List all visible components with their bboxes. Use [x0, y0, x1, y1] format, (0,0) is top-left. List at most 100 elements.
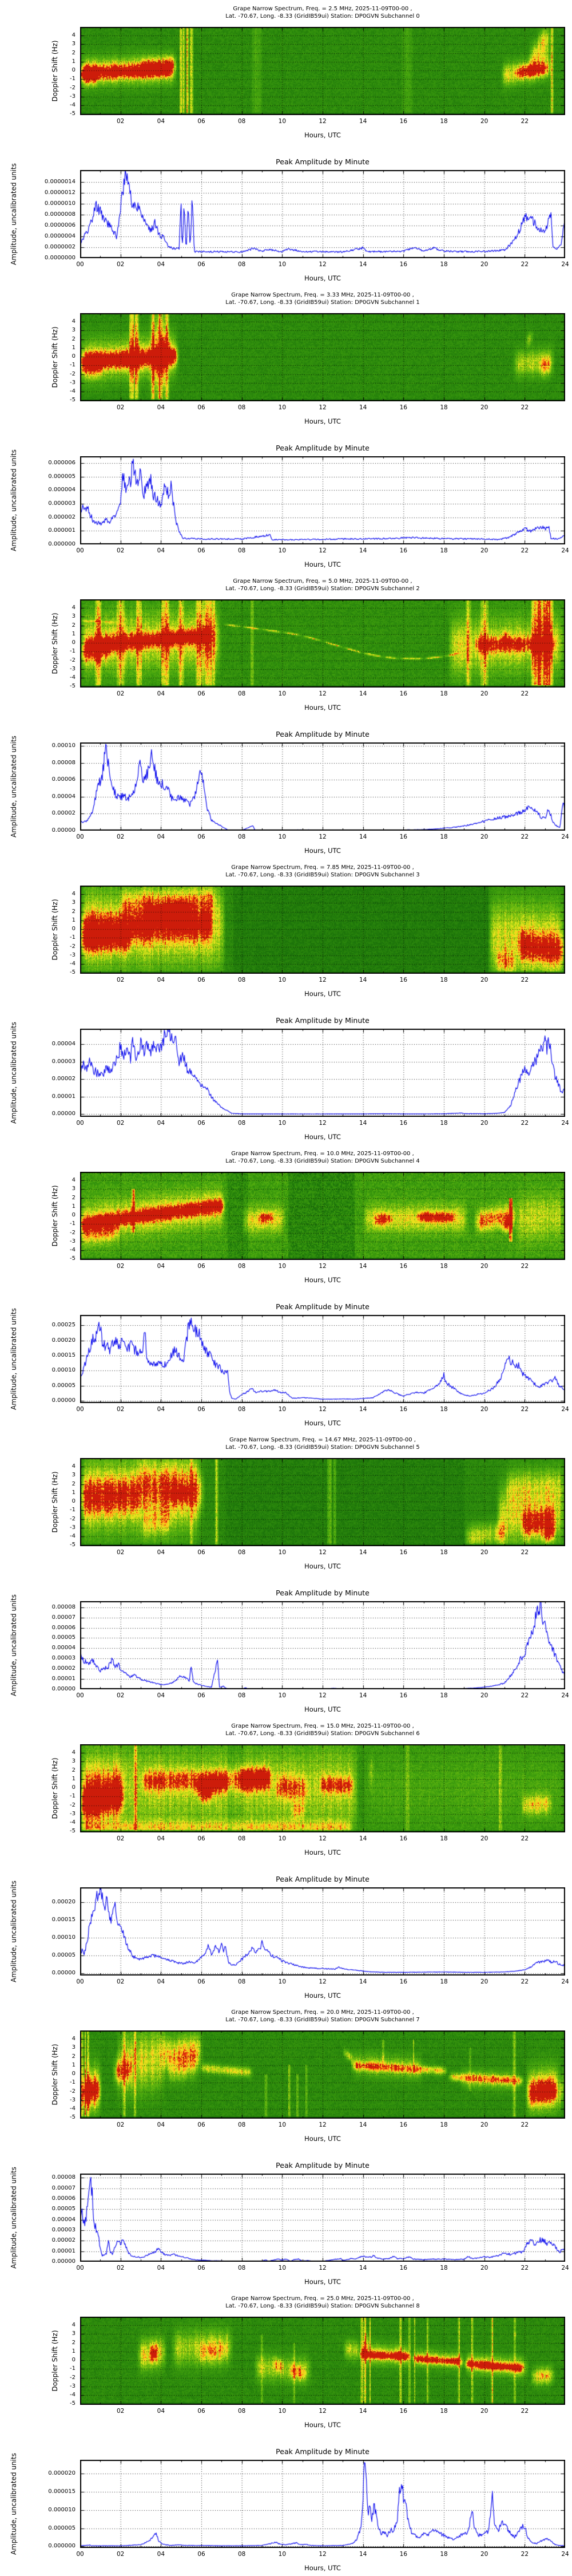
x-tick-label: 20 — [480, 2408, 488, 2415]
x-tick-label: 04 — [157, 2265, 165, 2271]
x-tick-label: 08 — [237, 2551, 246, 2558]
y-tick-label: -3 — [70, 2096, 76, 2103]
y-tick-label: 0.0000002 — [44, 243, 76, 250]
spectrogram-title-line2: Lat. -70.67, Long. -8.33 (GridIB59ui) St… — [225, 1444, 420, 1451]
y-tick-label: -3 — [70, 2383, 76, 2389]
y-tick-label: 0.00015 — [51, 1917, 76, 1923]
x-tick-label: 02 — [116, 690, 125, 697]
x-tick-label: 02 — [116, 2551, 125, 2558]
amplitude-plot-title: Peak Amplitude by Minute — [276, 1589, 370, 1597]
y-tick-label: 2 — [72, 1194, 76, 1201]
x-axis-label: Hours, UTC — [304, 847, 341, 855]
x-tick-label: 18 — [440, 1835, 448, 1842]
y-tick-label: -5 — [70, 110, 76, 117]
x-axis-label: Hours, UTC — [304, 1848, 341, 1856]
y-tick-label: 2 — [72, 1480, 76, 1487]
x-tick-label: 20 — [480, 1549, 488, 1556]
x-tick-label: 02 — [116, 1549, 125, 1556]
spectrogram-title-line2: Lat. -70.67, Long. -8.33 (GridIB59ui) St… — [225, 2017, 420, 2023]
x-tick-label: 16 — [399, 1978, 408, 1985]
spectrogram-figure-subchannel-8: Grape Narrow Spectrum, Freq. = 25.0 MHz,… — [0, 2290, 572, 2433]
x-tick-label: 14 — [359, 1835, 367, 1842]
x-tick-label: 02 — [116, 977, 125, 983]
x-tick-label: 24 — [561, 261, 569, 268]
y-tick-label: -5 — [70, 969, 76, 976]
y-tick-label: 1 — [72, 1775, 76, 1782]
x-tick-label: 20 — [480, 1263, 488, 1270]
x-tick-label: 14 — [359, 261, 367, 268]
y-tick-label: 1 — [72, 916, 76, 923]
x-tick-label: 20 — [480, 2265, 488, 2271]
x-tick-label: 02 — [116, 2408, 125, 2415]
x-tick-label: 22 — [521, 2551, 529, 2558]
x-tick-label: 10 — [278, 1406, 287, 1413]
x-tick-label: 10 — [278, 1692, 287, 1699]
x-tick-label: 08 — [237, 690, 246, 697]
y-tick-label: 0.00002 — [51, 810, 76, 817]
y-tick-label: 0.00025 — [51, 1322, 76, 1329]
x-axis-label: Hours, UTC — [304, 704, 341, 712]
y-tick-label: 0.0000000 — [44, 255, 76, 261]
x-tick-label: 24 — [561, 1120, 569, 1127]
x-tick-label: 20 — [480, 1406, 488, 1413]
y-tick-label: -1 — [70, 934, 76, 941]
x-tick-label: 12 — [319, 1549, 327, 1556]
spectrogram-figure-subchannel-6: Grape Narrow Spectrum, Freq. = 15.0 MHz,… — [0, 1717, 572, 1860]
x-tick-label: 02 — [116, 2121, 125, 2128]
y-tick-label: 2 — [72, 908, 76, 915]
x-tick-label: 08 — [237, 547, 246, 554]
spectrogram-canvas — [80, 1172, 565, 1260]
x-tick-label: 16 — [399, 404, 408, 411]
y-tick-label: -3 — [70, 951, 76, 958]
x-tick-label: 08 — [237, 261, 246, 268]
x-tick-label: 04 — [157, 833, 165, 840]
y-axis-label: Amplitude, uncalibrated units — [10, 1022, 18, 1124]
x-tick-label: 16 — [399, 2408, 408, 2415]
x-tick-label: 10 — [278, 1835, 287, 1842]
x-tick-label: 14 — [359, 1406, 367, 1413]
spectrogram-title-line2: Lat. -70.67, Long. -8.33 (GridIB59ui) St… — [225, 13, 420, 19]
x-tick-label: 16 — [399, 118, 408, 125]
x-tick-label: 16 — [399, 1692, 408, 1699]
spectrogram-title-line1: Grape Narrow Spectrum, Freq. = 5.0 MHz, … — [233, 578, 412, 584]
x-tick-label: 10 — [278, 1120, 287, 1127]
x-tick-label: 24 — [561, 2265, 569, 2271]
x-tick-label: 00 — [76, 2265, 84, 2271]
x-axis-label: Hours, UTC — [304, 1419, 341, 1427]
y-tick-label: 2 — [72, 2339, 76, 2346]
y-tick-label: -5 — [70, 2400, 76, 2407]
y-tick-label: 0.00000 — [51, 827, 76, 833]
y-tick-label: 1 — [72, 344, 76, 351]
x-tick-label: 22 — [521, 2121, 529, 2128]
x-tick-label: 04 — [157, 1120, 165, 1127]
x-tick-label: 08 — [237, 1263, 246, 1270]
x-tick-label: 08 — [237, 118, 246, 125]
x-tick-label: 06 — [197, 2121, 205, 2128]
x-tick-label: 14 — [359, 2551, 367, 2558]
x-tick-label: 20 — [480, 977, 488, 983]
y-tick-label: 0.00010 — [51, 742, 76, 749]
y-tick-label: 1 — [72, 630, 76, 637]
x-tick-label: 04 — [157, 1692, 165, 1699]
y-tick-label: 0.00007 — [51, 1614, 76, 1621]
x-tick-label: 00 — [76, 1406, 84, 1413]
x-tick-label: 14 — [359, 547, 367, 554]
x-tick-label: 22 — [521, 2408, 529, 2415]
y-tick-label: 4 — [72, 2036, 76, 2042]
y-tick-label: 3 — [72, 1472, 76, 1479]
y-tick-label: 0.000020 — [48, 2470, 76, 2477]
x-tick-label: 04 — [157, 1978, 165, 1985]
x-tick-label: 04 — [157, 2551, 165, 2558]
y-tick-label: 0 — [72, 353, 76, 360]
spectrogram-figure-subchannel-3: Grape Narrow Spectrum, Freq. = 7.85 MHz,… — [0, 859, 572, 1002]
y-tick-label: -3 — [70, 1810, 76, 1817]
x-tick-label: 10 — [278, 261, 287, 268]
x-tick-label: 24 — [561, 833, 569, 840]
x-tick-label: 22 — [521, 1692, 529, 1699]
amplitude-plot-canvas — [80, 742, 565, 831]
y-tick-label: 0.0000008 — [44, 211, 76, 218]
y-tick-label: 0.00000 — [51, 1111, 76, 1117]
y-tick-label: -3 — [70, 1238, 76, 1244]
x-tick-label: 12 — [319, 2408, 327, 2415]
x-tick-label: 10 — [278, 547, 287, 554]
